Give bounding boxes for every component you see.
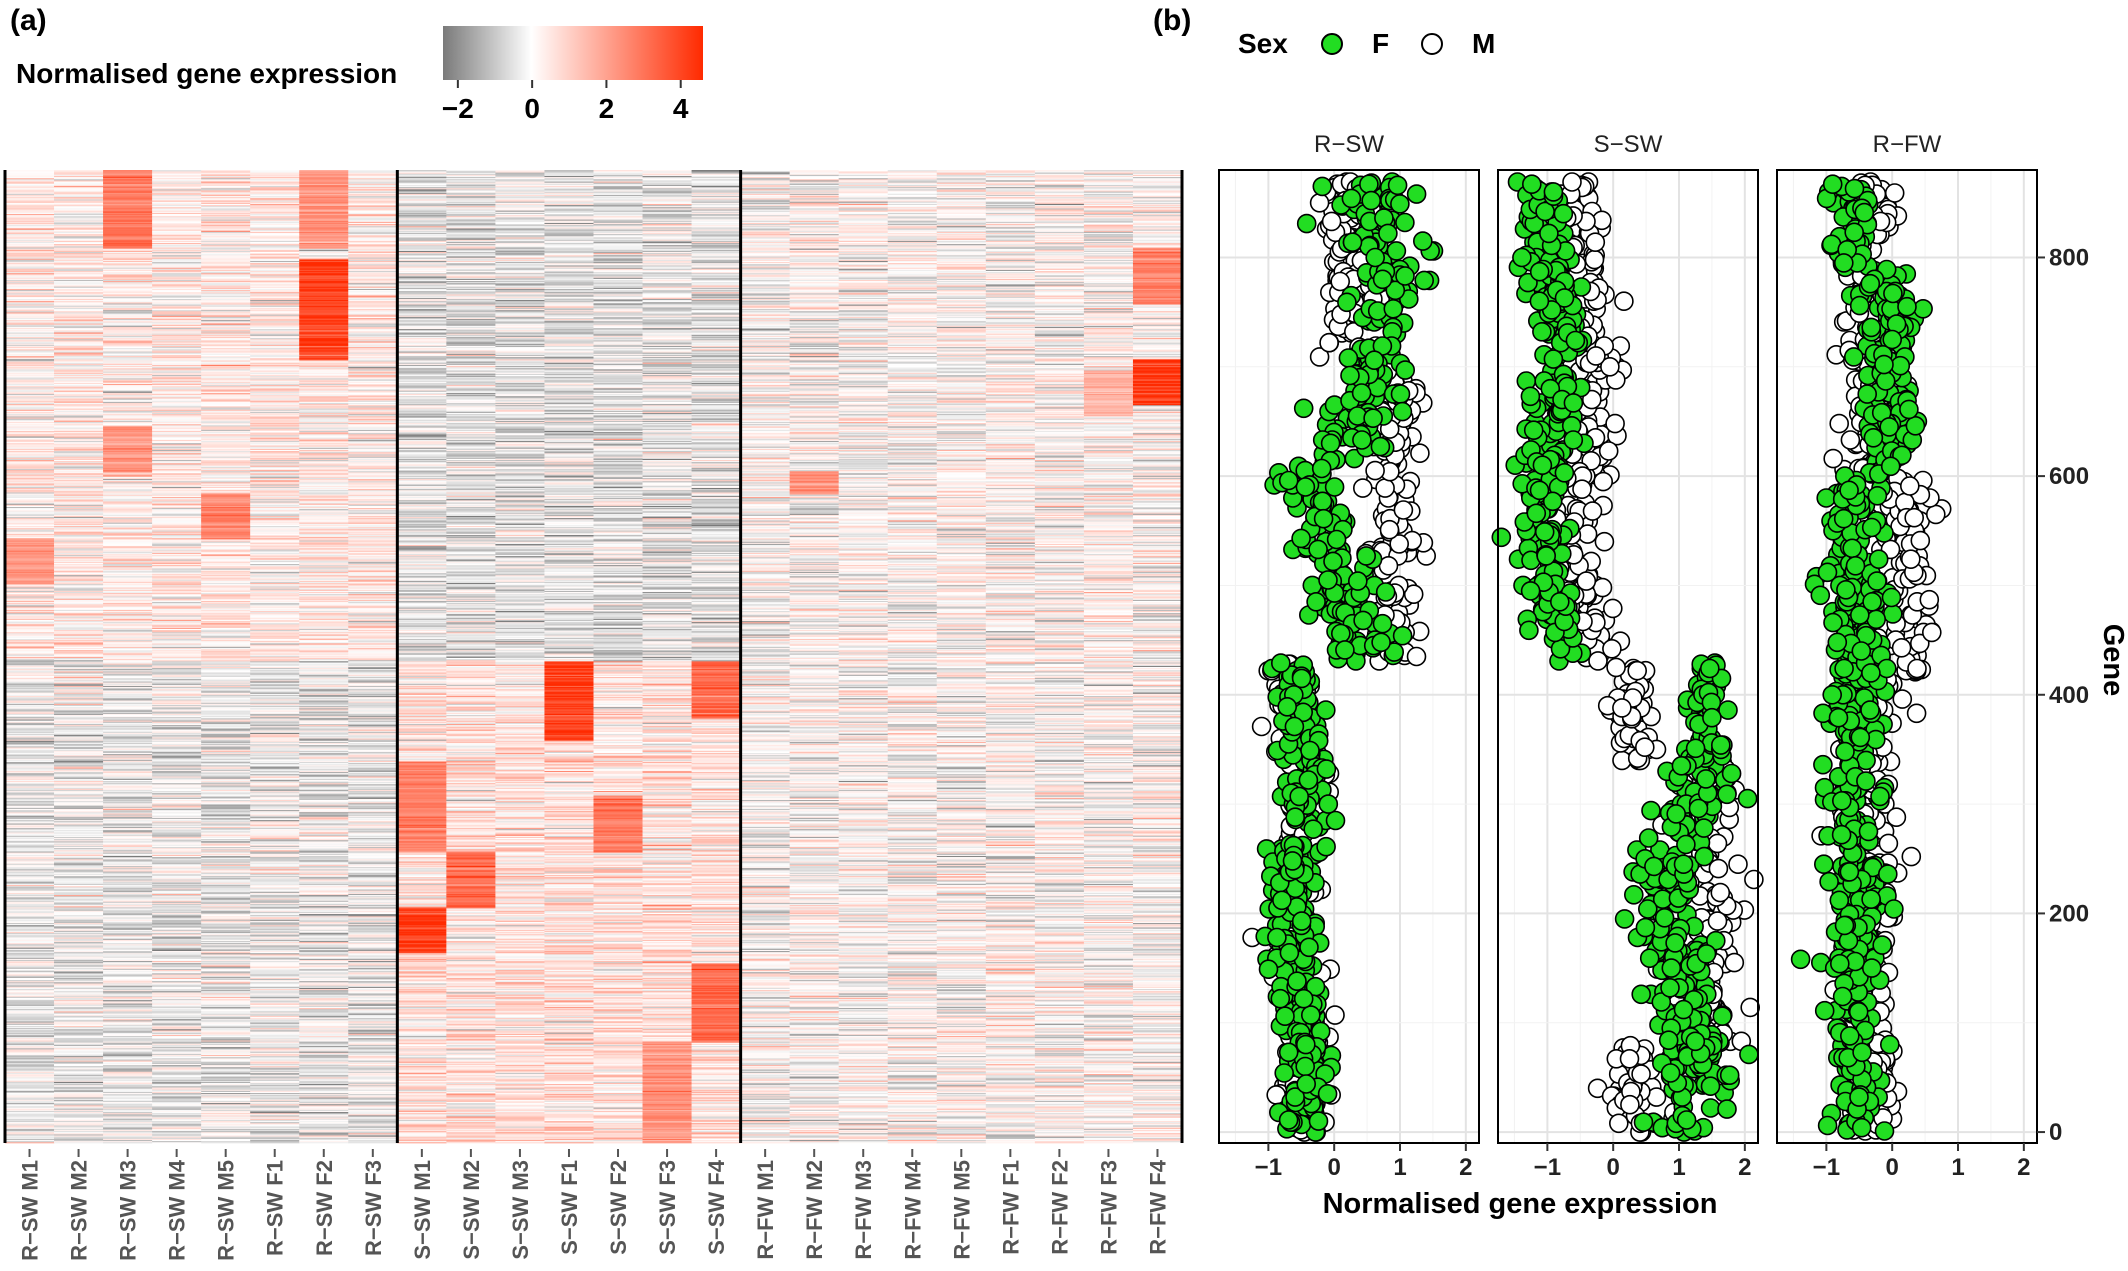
heatmap-cells — [5, 170, 1182, 1143]
colorbar-tick-label: 4 — [673, 93, 689, 124]
panel-b-label: (b) — [1153, 4, 1191, 37]
heatmap-cell — [103, 170, 152, 171]
colorbar-tick-label: 0 — [524, 93, 540, 124]
colorbar-legend: Normalised gene expression −2 0 2 4 — [16, 26, 703, 124]
colorbar-tick-label: −2 — [442, 93, 474, 124]
panel-a-label: (a) — [10, 4, 47, 37]
colorbar-ticks: −2 0 2 4 — [442, 80, 689, 124]
heatmap: R−SW M1 R−SW M2 R−SW M3 R−SW M4 R−SW M5 R−SW … — [5, 170, 1182, 1261]
heatmap-cell — [5, 170, 54, 171]
heatmap-cell — [201, 170, 250, 171]
colorbar-title: Normalised gene expression — [16, 58, 397, 89]
heatmap-cell — [54, 170, 103, 171]
heatmap-cell — [152, 170, 201, 171]
colorbar-tick-label: 2 — [599, 93, 615, 124]
figure-canvas: (a) (b) Normalised gene expression −2 0 2 4… — [0, 0, 2128, 1271]
colorbar-gradient — [443, 26, 703, 80]
